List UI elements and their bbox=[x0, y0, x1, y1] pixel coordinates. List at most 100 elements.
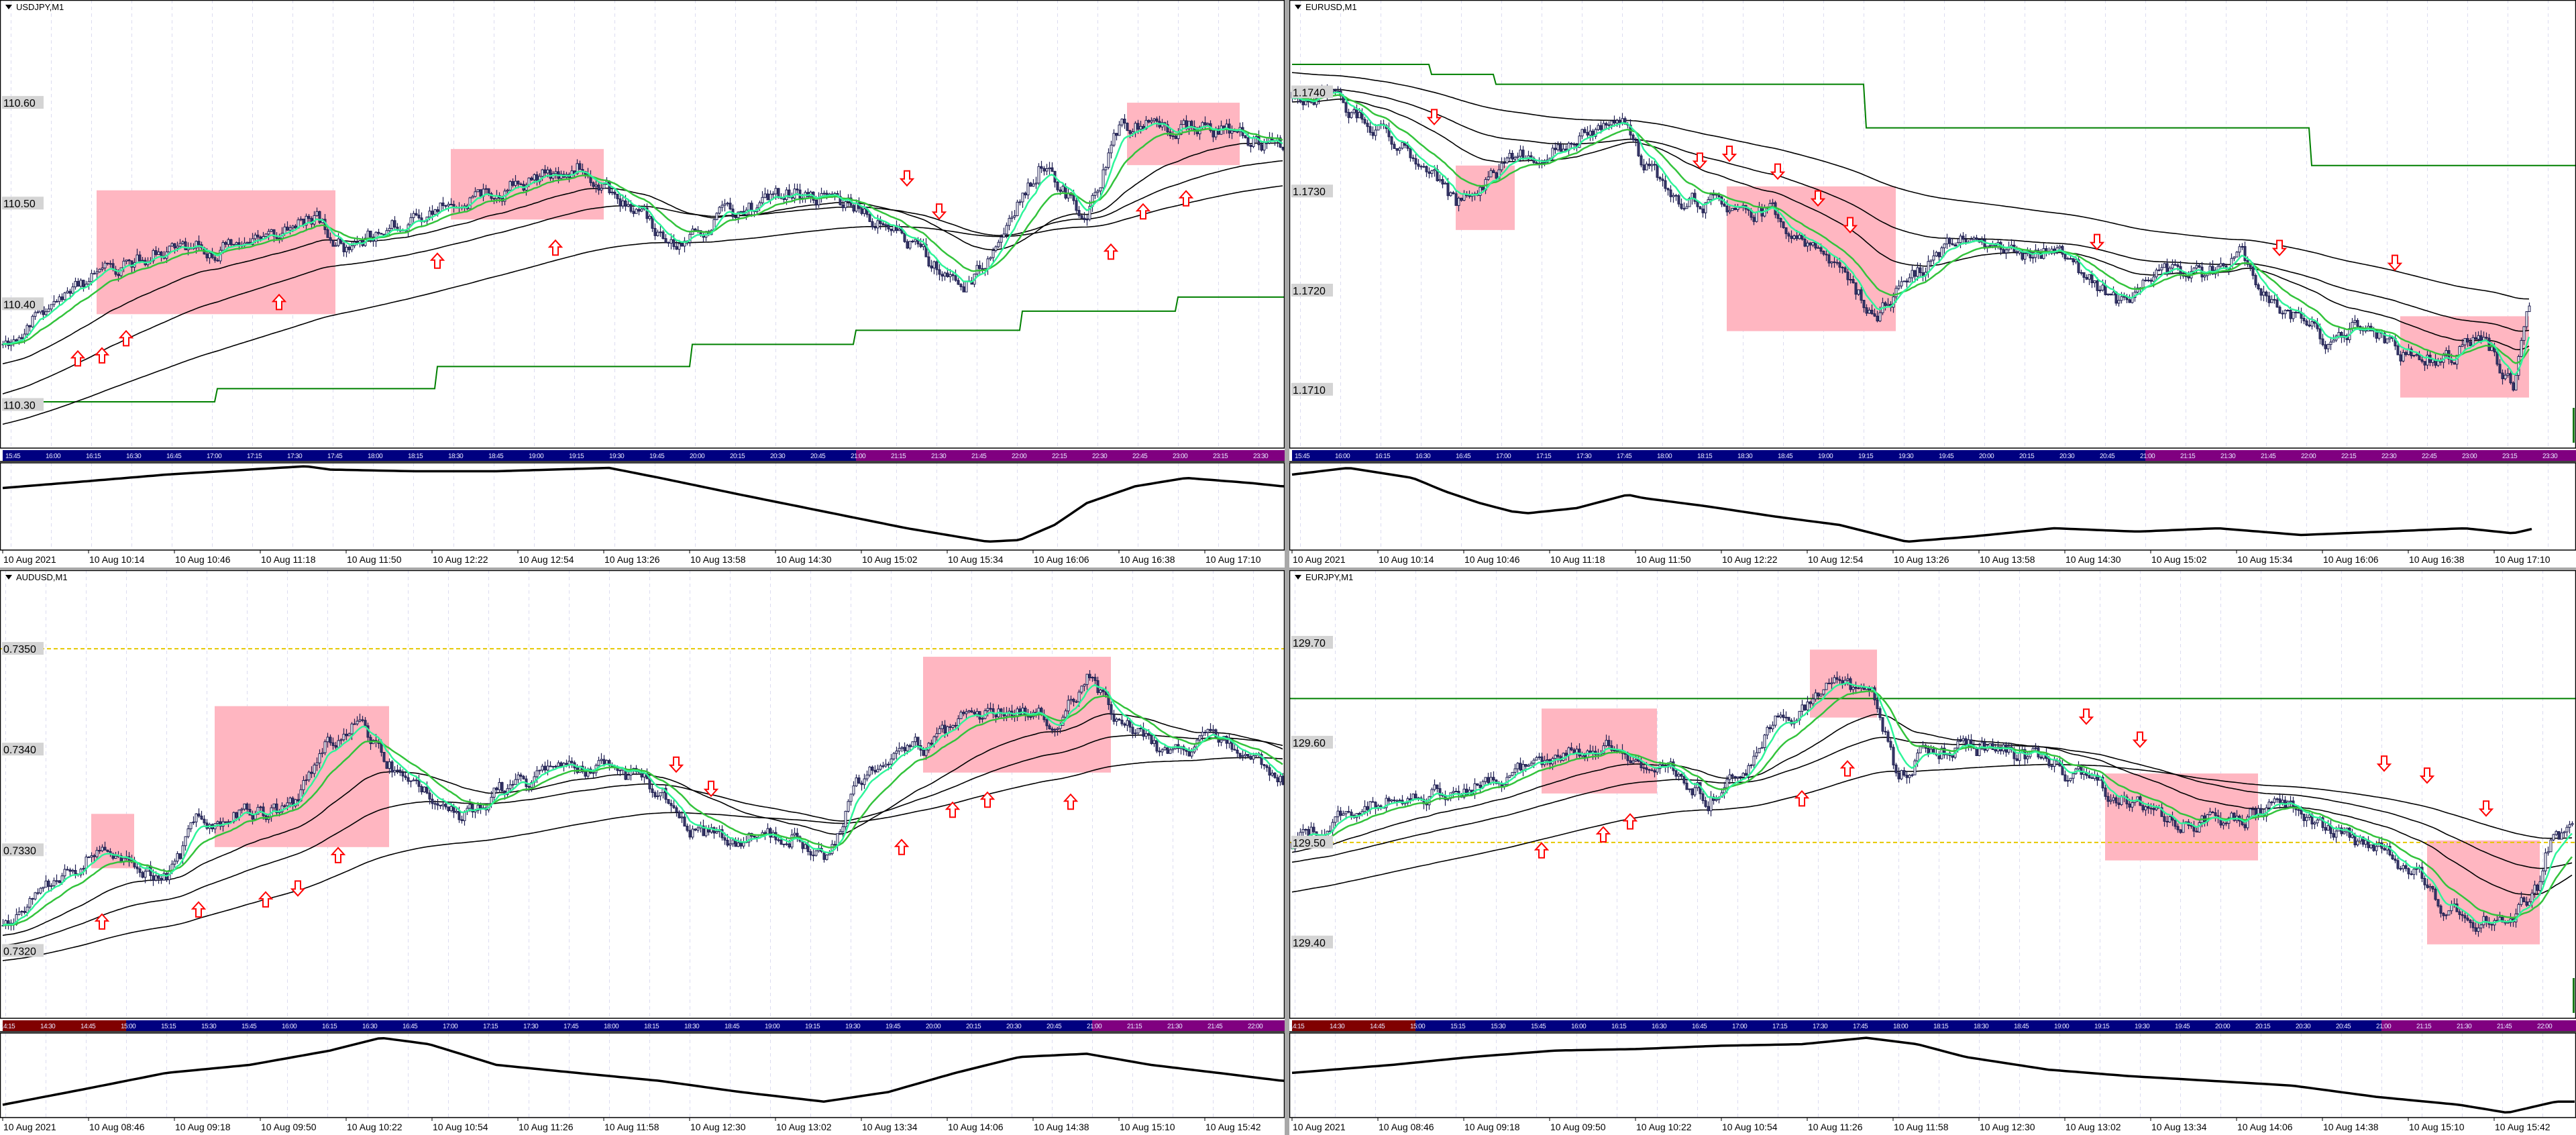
candle bbox=[136, 254, 139, 263]
candle bbox=[2015, 758, 2019, 761]
candle bbox=[932, 261, 936, 269]
session-time-label: 20:00 bbox=[690, 453, 705, 460]
candle bbox=[1900, 770, 1903, 779]
candle bbox=[1516, 763, 1519, 769]
candle bbox=[664, 238, 667, 243]
candle bbox=[1838, 679, 1841, 682]
candle bbox=[1246, 137, 1250, 146]
candle bbox=[1126, 720, 1129, 726]
candle bbox=[1136, 728, 1140, 734]
chart-title[interactable]: USDJPY,M1 bbox=[5, 2, 64, 12]
candle bbox=[605, 760, 608, 765]
candle bbox=[2316, 819, 2319, 824]
candle bbox=[941, 724, 944, 729]
candle bbox=[1819, 247, 1823, 252]
candle bbox=[1061, 186, 1065, 192]
candle bbox=[36, 892, 40, 894]
dropdown-triangle-icon[interactable] bbox=[5, 5, 12, 9]
chart-panel-eurjpy[interactable]: EURJPY,M1 129.70 129.60 129.50 129.40 14:15 1… bbox=[1289, 570, 2576, 1135]
candle bbox=[1809, 701, 1812, 704]
candle bbox=[1018, 201, 1022, 203]
candle bbox=[288, 798, 292, 804]
candle bbox=[1648, 164, 1651, 166]
candle bbox=[44, 880, 48, 888]
chart-title[interactable]: EURUSD,M1 bbox=[1295, 2, 1357, 12]
chart-title[interactable]: EURJPY,M1 bbox=[1295, 572, 1353, 582]
candle bbox=[1495, 172, 1498, 179]
candle bbox=[136, 866, 139, 869]
candle bbox=[527, 786, 531, 788]
candle bbox=[404, 775, 407, 778]
chart-panel-eurusd[interactable]: EURUSD,M1 1.1740 1.1730 1.1720 1.1710 15:45 1… bbox=[1289, 0, 2576, 568]
price-label: 110.30 bbox=[3, 400, 36, 411]
session-time-label: 19:30 bbox=[2135, 1023, 2150, 1030]
date-axis-label: 10 Aug 2021 bbox=[1293, 554, 1346, 565]
candle bbox=[280, 805, 284, 812]
candle bbox=[342, 243, 345, 252]
session-time-label: 23:30 bbox=[1253, 453, 1269, 460]
candle bbox=[841, 826, 845, 832]
candle bbox=[1169, 749, 1172, 754]
candle bbox=[538, 769, 541, 771]
candle bbox=[1521, 150, 1525, 159]
session-time-label: 19:15 bbox=[569, 453, 584, 460]
candle bbox=[1806, 701, 1809, 710]
session-time-label: 20:15 bbox=[2255, 1023, 2271, 1030]
candle bbox=[412, 779, 415, 781]
session-time-label: 21:15 bbox=[1127, 1023, 1142, 1030]
candle bbox=[484, 188, 488, 190]
candle bbox=[1642, 767, 1646, 769]
candle bbox=[1787, 233, 1790, 237]
dropdown-triangle-icon[interactable] bbox=[5, 575, 12, 580]
main-chart-border bbox=[0, 570, 1285, 1019]
candle bbox=[720, 205, 724, 208]
candle bbox=[1479, 186, 1482, 196]
session-time-label: 21:30 bbox=[2457, 1023, 2472, 1030]
candle bbox=[1260, 754, 1263, 765]
candle bbox=[2565, 826, 2569, 832]
session-time-label: 19:15 bbox=[805, 1023, 820, 1030]
candle bbox=[549, 169, 552, 179]
candle bbox=[559, 762, 563, 767]
candle bbox=[672, 239, 676, 248]
dropdown-triangle-icon[interactable] bbox=[1295, 575, 1301, 580]
candle bbox=[1238, 753, 1242, 757]
candle bbox=[318, 211, 321, 223]
price-label-bg bbox=[2, 743, 44, 756]
candle bbox=[2509, 373, 2512, 384]
candle bbox=[943, 272, 947, 277]
session-time-label: 16:00 bbox=[1335, 453, 1350, 460]
candle bbox=[637, 209, 641, 212]
candle bbox=[307, 771, 311, 781]
candle bbox=[1374, 129, 1377, 136]
session-time-label: 16:15 bbox=[86, 453, 101, 460]
chart-title[interactable]: AUDUSD,M1 bbox=[5, 572, 68, 582]
candle bbox=[1385, 798, 1388, 808]
date-axis-label: 10 Aug 15:02 bbox=[2151, 554, 2207, 565]
candle bbox=[1358, 813, 1361, 815]
candle bbox=[892, 753, 896, 759]
chart-panel-audusd[interactable]: AUDUSD,M1 0.7350 0.7340 0.7330 0.7320 14:15 1… bbox=[0, 570, 1285, 1135]
price-label-bg bbox=[1291, 835, 1333, 849]
candle bbox=[286, 226, 289, 231]
dropdown-triangle-icon[interactable] bbox=[1295, 5, 1301, 9]
chart-panel-usdjpy[interactable]: USDJPY,M1 110.60 110.50 110.40 110.30 15:45 1… bbox=[0, 0, 1285, 568]
session-time-label: 14:45 bbox=[80, 1023, 96, 1030]
candle bbox=[763, 832, 767, 834]
candle bbox=[42, 887, 45, 889]
candle bbox=[726, 203, 729, 205]
candle bbox=[1051, 167, 1054, 172]
session-time-label: 18:30 bbox=[1737, 453, 1753, 460]
candle bbox=[339, 739, 343, 741]
candle bbox=[2466, 918, 2469, 921]
candle bbox=[1128, 130, 1132, 134]
session-bar-segment bbox=[1415, 1020, 2381, 1031]
candle bbox=[1524, 764, 1527, 767]
session-bar-segment bbox=[1292, 1020, 1415, 1031]
candle bbox=[627, 204, 630, 207]
candle bbox=[1674, 195, 1678, 197]
